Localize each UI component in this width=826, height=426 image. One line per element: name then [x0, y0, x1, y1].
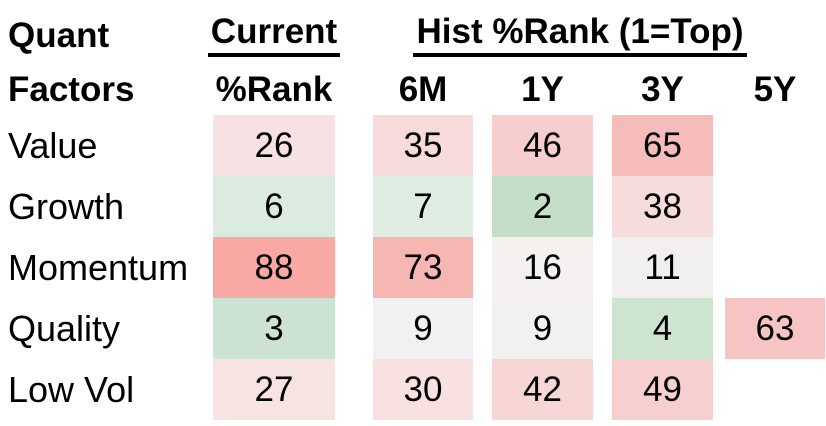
header-hist-label: Hist %Rank (1=Top): [413, 14, 747, 57]
header-current-group: Current: [207, 8, 341, 63]
table-row-momentum: Momentum 88 73 16 11: [0, 237, 826, 298]
heatmap-cell: 9: [373, 298, 473, 359]
heatmap-cell: 2: [492, 176, 593, 237]
column-header-1y: 1Y: [521, 69, 564, 109]
column-header-5y: 5Y: [753, 69, 797, 109]
heatmap-cell-empty: [725, 115, 825, 176]
heatmap-cell: 35: [373, 115, 473, 176]
table-row-low-vol: Low Vol 27 30 42 49: [0, 359, 826, 420]
row-label: Growth: [8, 185, 125, 227]
heatmap-cell: 27: [213, 359, 335, 420]
heatmap-cell: 26: [213, 115, 335, 176]
header-row-columns: Factors %Rank 6M 1Y 3Y 5Y: [0, 63, 826, 115]
heatmap-cell-empty: [725, 237, 825, 298]
header-current-label: Current: [207, 14, 341, 57]
row-label: Momentum: [8, 246, 189, 288]
heatmap-cell-empty: [725, 359, 825, 420]
heatmap-cell: 6: [213, 176, 335, 237]
heatmap-cell: 65: [612, 115, 713, 176]
column-header-3y: 3Y: [641, 69, 684, 109]
heatmap-cell: 73: [373, 237, 473, 298]
heatmap-cell: 88: [213, 237, 335, 298]
header-quant: Quant: [8, 16, 110, 55]
column-header-6m: 6M: [398, 69, 448, 109]
heatmap-cell: 42: [492, 359, 593, 420]
table-row-growth: Growth 6 7 2 38: [0, 176, 826, 237]
heatmap-cell: 49: [612, 359, 713, 420]
header-hist-group: Hist %Rank (1=Top): [335, 8, 825, 63]
heatmap-cell: 4: [612, 298, 713, 359]
heatmap-cell: 16: [492, 237, 593, 298]
heatmap-cell: 38: [612, 176, 713, 237]
heatmap-cell-empty: [725, 176, 825, 237]
heatmap-cell: 46: [492, 115, 593, 176]
heatmap-cell: 3: [213, 298, 335, 359]
table-row-value: Value 26 35 46 65: [0, 115, 826, 176]
row-label: Quality: [8, 307, 121, 349]
column-header-rank: %Rank: [215, 69, 333, 109]
heatmap-cell: 30: [373, 359, 473, 420]
header-factors: Factors: [8, 69, 135, 109]
header-row-groups: Quant Current Hist %Rank (1=Top): [0, 8, 826, 63]
heatmap-cell: 63: [725, 298, 825, 359]
heatmap-cell: 9: [492, 298, 593, 359]
row-label: Low Vol: [8, 368, 135, 410]
heatmap-cell: 7: [373, 176, 473, 237]
row-label: Value: [8, 124, 98, 166]
heatmap-cell: 11: [612, 237, 713, 298]
table-row-quality: Quality 3 9 9 4 63: [0, 298, 826, 359]
